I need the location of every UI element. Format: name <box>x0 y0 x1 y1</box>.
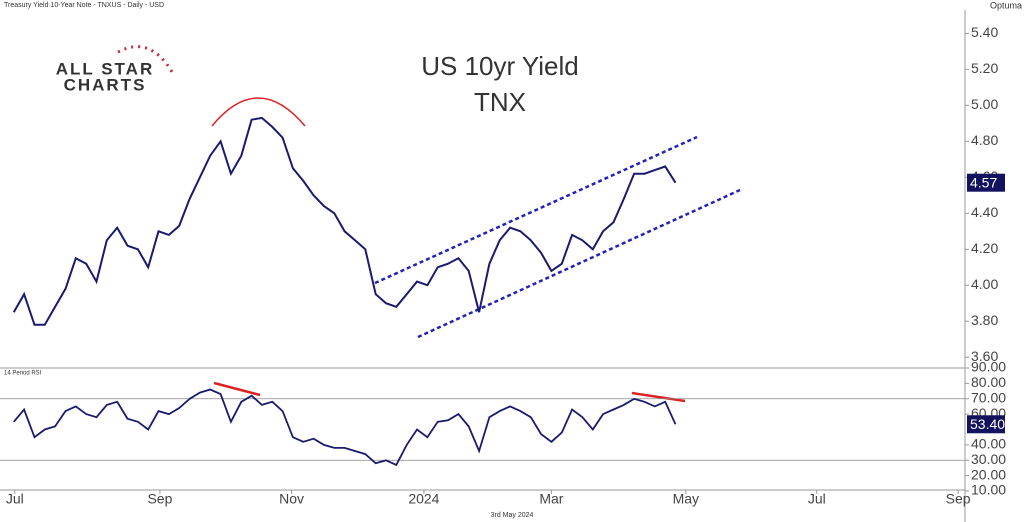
logo-line1: ALL STAR <box>56 59 154 78</box>
x-tick-label: Nov <box>279 491 304 507</box>
y-tick-label: 5.40 <box>971 24 998 40</box>
x-tick-label: 2024 <box>408 491 439 507</box>
last-value-label: 4.57 <box>970 174 997 190</box>
channel-lower <box>417 188 741 339</box>
y-tick-label: 40.00 <box>971 436 1006 452</box>
y-tick-label: 3.60 <box>971 348 998 364</box>
channel-upper <box>374 135 698 285</box>
y-tick-label: 30.00 <box>971 451 1006 467</box>
y-tick-label: 4.40 <box>971 204 998 220</box>
y-tick-label: 80.00 <box>971 374 1006 390</box>
y-tick-label: 90.00 <box>971 359 1006 375</box>
y-tick-label: 4.20 <box>971 240 998 256</box>
line-series <box>12 116 677 326</box>
y-tick-label: 4.80 <box>971 132 998 148</box>
divergence-line <box>631 391 686 403</box>
divergence-line <box>213 381 261 397</box>
y-tick-label: 70.00 <box>971 389 1006 405</box>
logo-line2: CHARTS <box>64 75 147 94</box>
x-tick-label: Jul <box>6 491 24 507</box>
logo: ALL STAR CHARTS <box>56 45 174 94</box>
y-tick-label: 4.00 <box>971 276 998 292</box>
y-tick-label: 5.00 <box>971 96 998 112</box>
y-tick-label: 20.00 <box>971 466 1006 482</box>
y-tick-label: 3.80 <box>971 312 998 328</box>
y-tick-label: 10.00 <box>971 482 1006 498</box>
logo-stars <box>117 45 174 73</box>
rsi-title: 14 Period RSI <box>4 371 42 377</box>
x-tick-label: Sep <box>946 491 971 507</box>
x-tick-label: May <box>673 491 699 507</box>
x-tick-label: Mar <box>539 491 563 507</box>
last-value-label: 53.40 <box>970 416 1005 432</box>
chart-subtitle: TNX <box>474 87 526 117</box>
header: Treasury Yield 10-Year Note - TNXUS - Da… <box>4 2 164 9</box>
top-arc <box>211 97 306 127</box>
last-value-badge <box>967 415 1005 434</box>
x-tick-label: Sep <box>147 491 172 507</box>
x-tick-label: Jul <box>808 491 826 507</box>
y-tick-label: 5.20 <box>971 60 998 76</box>
brand: Optuma <box>990 0 1022 10</box>
footer: 3rd May 2024 <box>491 512 534 519</box>
line-series <box>13 388 677 467</box>
last-value-badge <box>967 173 1005 192</box>
chart-title: US 10yr Yield <box>421 51 579 81</box>
